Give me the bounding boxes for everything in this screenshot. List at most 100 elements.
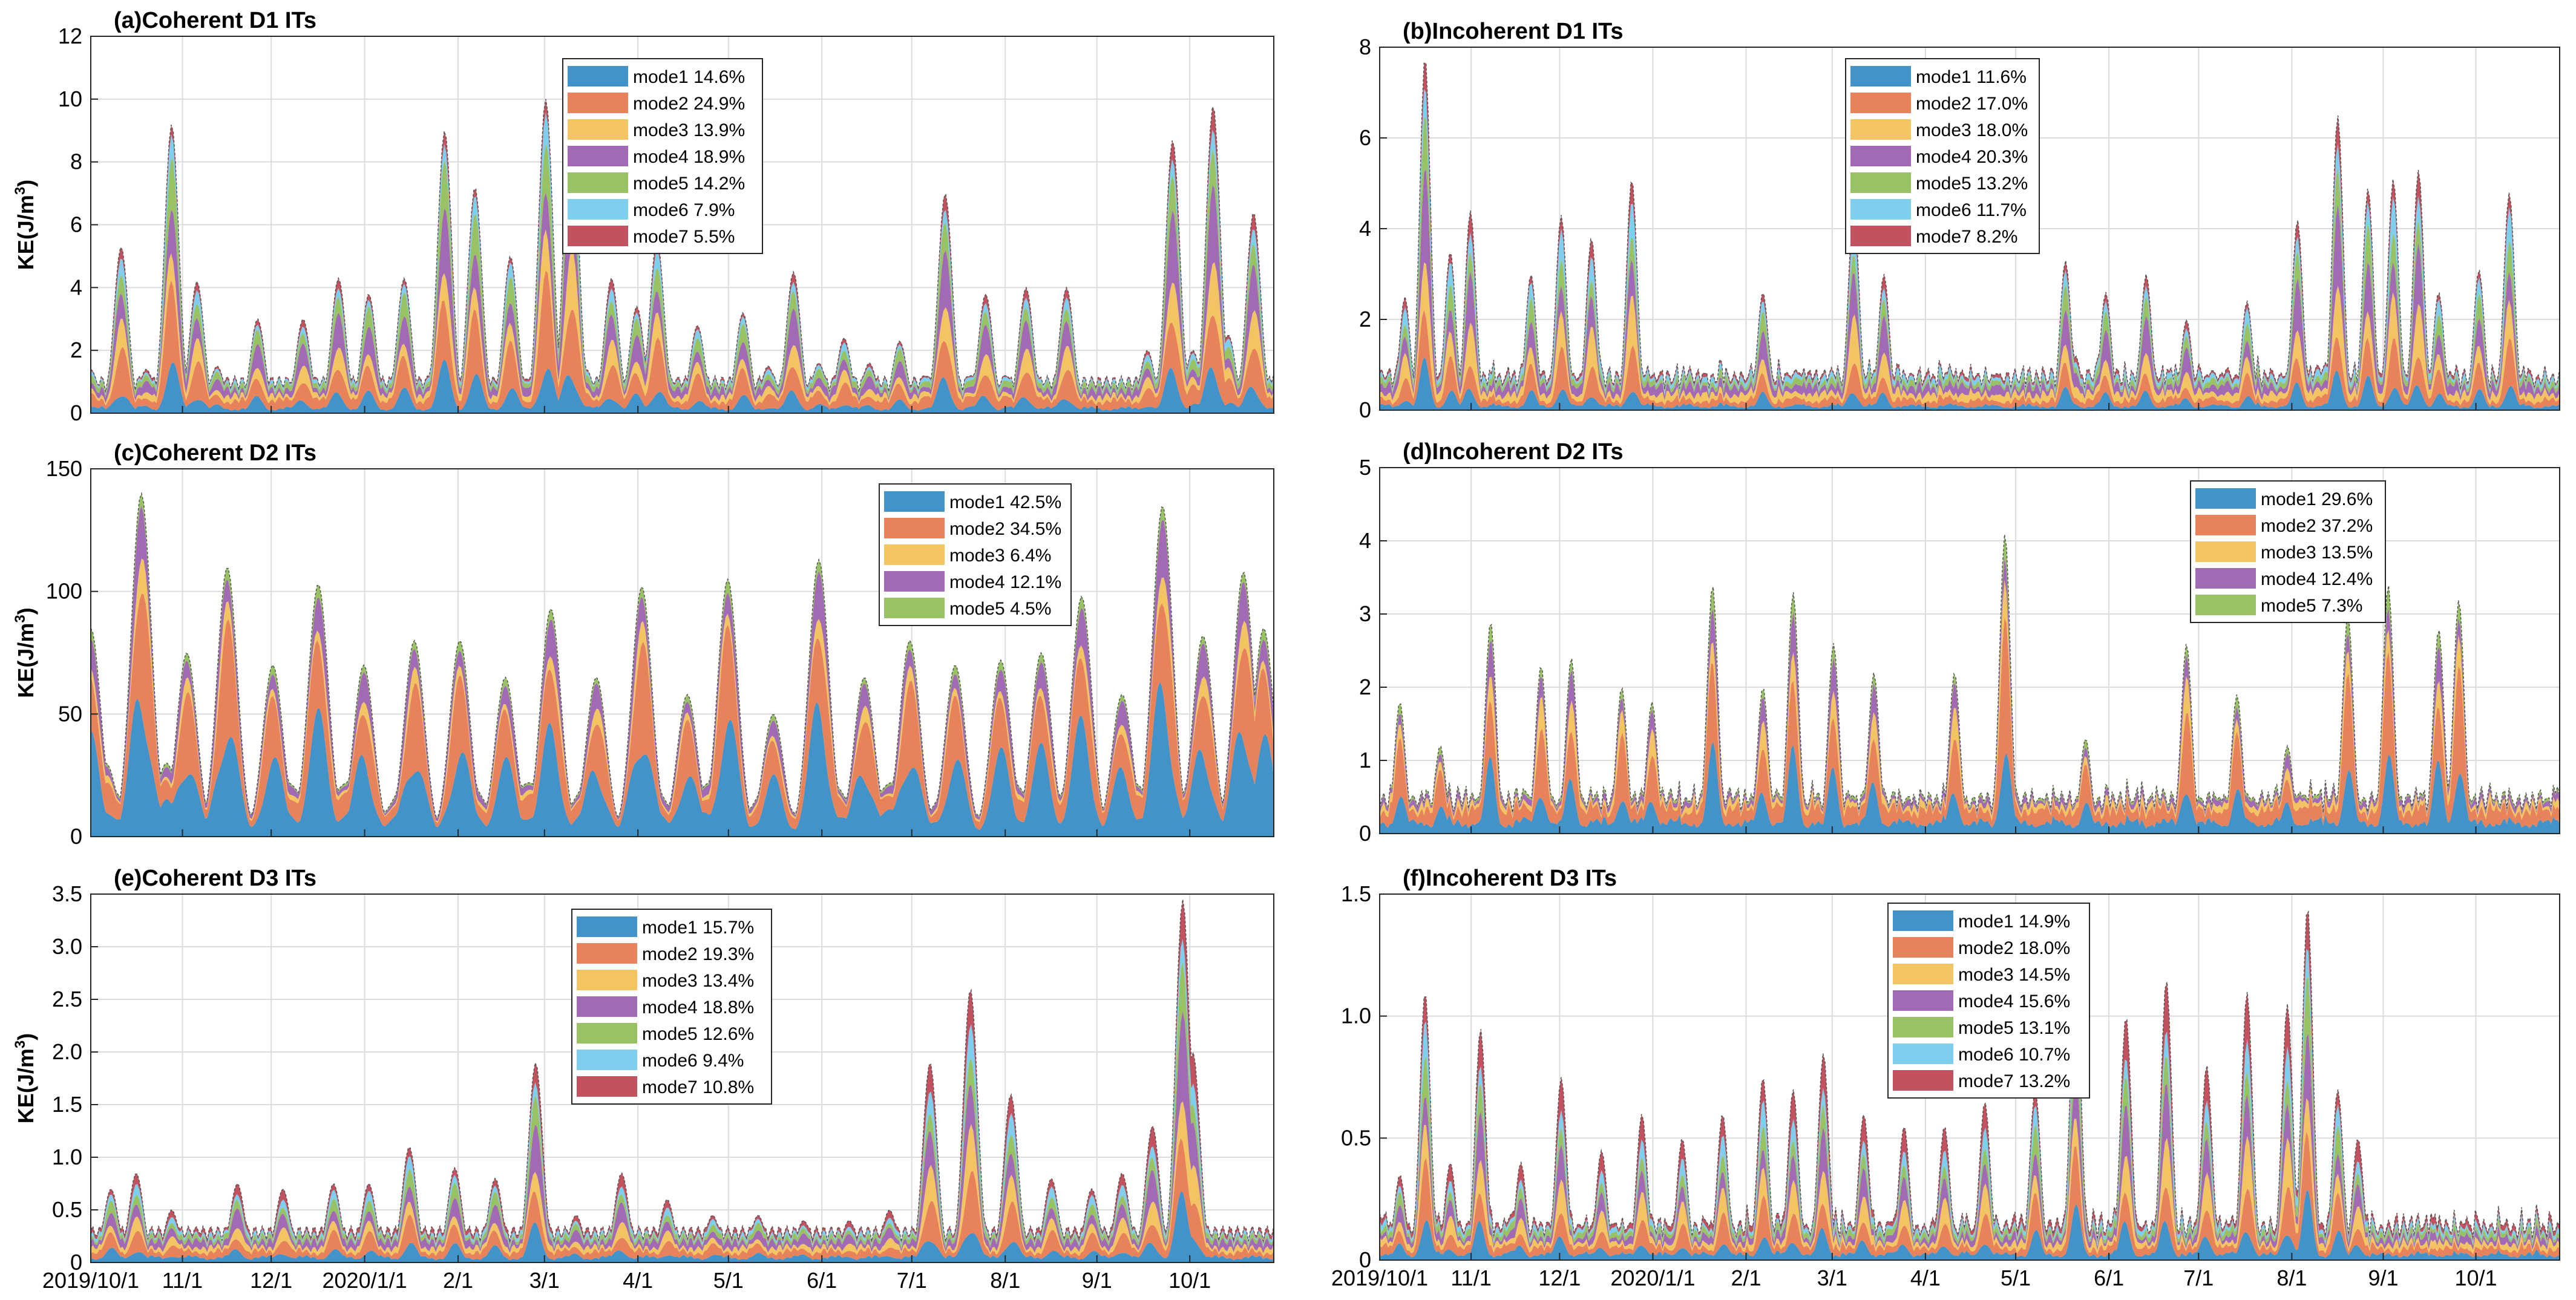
legend-entry-mode5: mode5 4.5% (949, 599, 1051, 619)
x-tick-label: 2/1 (443, 1268, 473, 1293)
legend: mode1 15.7% mode2 19.3% mode3 13.4% mode4 1… (571, 909, 772, 1105)
total-outline (90, 99, 1274, 393)
legend-entry-mode1: mode1 29.6% (2261, 489, 2373, 509)
legend-swatch-mode2 (884, 518, 945, 538)
legend-swatch-mode1 (568, 66, 628, 87)
legend-swatch-mode2 (577, 943, 637, 964)
legend-swatch-mode2 (1850, 93, 1911, 113)
x-tick-label: 12/1 (1538, 1266, 1581, 1290)
x-tick-label: 12/1 (250, 1268, 292, 1293)
area-mode1 (91, 1191, 1274, 1262)
y-tick-label: 4 (1359, 528, 1371, 553)
legend-entry-mode2: mode2 37.2% (2261, 516, 2373, 536)
x-tick-label: 6/1 (2094, 1266, 2124, 1290)
y-tick-label: 12 (58, 24, 82, 48)
y-tick-label: 0 (70, 824, 82, 849)
legend-swatch-mode1 (2195, 488, 2256, 509)
total-outline (90, 899, 1274, 1243)
legend-entry-mode2: mode2 34.5% (949, 519, 1061, 539)
legend-entry-mode5: mode5 7.3% (2261, 596, 2362, 616)
y-tick-label: 4 (70, 275, 82, 299)
legend-entry-mode7: mode7 5.5% (633, 227, 735, 247)
legend-entry-mode5: mode5 13.2% (1916, 174, 2028, 194)
x-tick-label: 10/1 (2455, 1266, 2497, 1290)
y-axis-label: KE(J/m3) (12, 1033, 38, 1123)
legend-entry-mode5: mode5 12.6% (642, 1024, 754, 1044)
x-tick-label: 3/1 (1817, 1266, 1847, 1290)
legend: mode1 11.6% mode2 17.0% mode3 18.0% mode4 2… (1845, 58, 2040, 254)
legend-entry-mode7: mode7 13.2% (1958, 1071, 2070, 1091)
legend-swatch-mode4 (1850, 146, 1911, 166)
legend-swatch-mode2 (1893, 937, 1953, 958)
legend: mode1 29.6% mode2 37.2% mode3 13.5% mode4 1… (2190, 480, 2386, 623)
legend-swatch-mode3 (1893, 964, 1953, 984)
y-axis-label: KE(J/m3) (12, 607, 38, 697)
legend-entry-mode2: mode2 18.0% (1958, 938, 2070, 958)
legend-entry-mode2: mode2 17.0% (1916, 94, 2028, 114)
legend-swatch-mode7 (1893, 1070, 1953, 1091)
x-tick-label: 7/1 (897, 1268, 927, 1293)
y-tick-label: 150 (46, 456, 82, 481)
stacked-areas (90, 99, 1274, 413)
y-tick-label: 0 (1359, 397, 1371, 422)
legend-swatch-mode4 (884, 571, 945, 592)
x-tick-label: 2020/1/1 (1610, 1266, 1695, 1290)
total-outline (90, 492, 1274, 818)
legend-entry-mode4: mode4 15.6% (1958, 991, 2070, 1011)
x-tick-label: 2/1 (1731, 1266, 1761, 1290)
legend-entry-mode6: mode6 11.7% (1916, 200, 2027, 220)
y-tick-label: 3 (1359, 601, 1371, 626)
panel-c: 0 50 100 150 (c)Coherent D2 ITs KE(J/m3) mode1… (12, 440, 1274, 849)
legend-swatch-mode2 (568, 93, 628, 113)
legend-entry-mode1: mode1 14.6% (633, 67, 745, 87)
area-mode1 (1380, 357, 2560, 410)
legend-swatch-mode1 (577, 916, 637, 937)
x-tick-label: 2019/10/1 (1331, 1266, 1428, 1290)
panel-a: 0 2 4 6 8 10 12 (a)Coherent D1 ITs KE(J/m3) mode1… (12, 8, 1274, 425)
legend-swatch-mode6 (1893, 1044, 1953, 1064)
legend: mode1 14.6% mode2 24.9% mode3 13.9% mode4 1… (562, 58, 763, 254)
legend-entry-mode3: mode3 13.4% (642, 971, 754, 991)
legend: mode1 14.9% mode2 18.0% mode3 14.5% mode4 1… (1887, 903, 2090, 1099)
x-tick-label: 10/1 (1168, 1268, 1211, 1293)
y-tick-label: 6 (1359, 125, 1371, 150)
y-tick-label: 3.5 (52, 881, 82, 906)
x-tick-label: 6/1 (807, 1268, 837, 1293)
legend-entry-mode2: mode2 19.3% (642, 944, 754, 964)
legend-swatch-mode7 (568, 226, 628, 246)
legend-swatch-mode2 (2195, 515, 2256, 535)
legend-swatch-mode3 (884, 544, 945, 565)
legend-entry-mode4: mode4 18.8% (642, 998, 754, 1017)
x-tick-label: 5/1 (2001, 1266, 2031, 1290)
y-tick-label: 0 (70, 1250, 82, 1275)
legend-entry-mode4: mode4 20.3% (1916, 147, 2028, 167)
legend-swatch-mode4 (577, 996, 637, 1017)
y-tick-label: 2.5 (52, 987, 82, 1011)
area-mode3 (91, 558, 1274, 823)
legend-swatch-mode6 (568, 199, 628, 220)
legend-swatch-mode7 (577, 1076, 637, 1097)
legend-entry-mode3: mode3 18.0% (1916, 120, 2028, 140)
area-mode2 (1380, 616, 2560, 829)
area-mode2 (91, 593, 1274, 830)
x-tick-label: 8/1 (2276, 1266, 2307, 1290)
legend-entry-mode4: mode4 12.4% (2261, 569, 2373, 589)
x-tick-label: 2020/1/1 (323, 1268, 407, 1293)
legend-entry-mode3: mode3 13.5% (2261, 543, 2373, 563)
legend-entry-mode7: mode7 10.8% (642, 1077, 754, 1097)
y-tick-label: 1.5 (52, 1092, 82, 1117)
legend-entry-mode3: mode3 13.9% (633, 120, 745, 140)
legend-swatch-mode6 (577, 1050, 637, 1070)
legend-swatch-mode6 (1850, 199, 1911, 220)
legend-entry-mode6: mode6 10.7% (1958, 1045, 2070, 1065)
axes-frame (90, 893, 1274, 1263)
y-tick-label: 8 (1359, 34, 1371, 59)
legend-entry-mode6: mode6 7.9% (633, 200, 735, 220)
legend-swatch-mode5 (1850, 172, 1911, 193)
y-tick-label: 100 (46, 579, 82, 604)
stacked-areas (90, 492, 1274, 837)
panel-title: (c)Coherent D2 ITs (114, 440, 316, 466)
legend-entry-mode1: mode1 42.5% (949, 492, 1061, 512)
panel-f: 0 0.5 1.0 1.5 2019/10/1 11/1 12/1 2020/1/1 2/1 3/… (1331, 866, 2560, 1290)
